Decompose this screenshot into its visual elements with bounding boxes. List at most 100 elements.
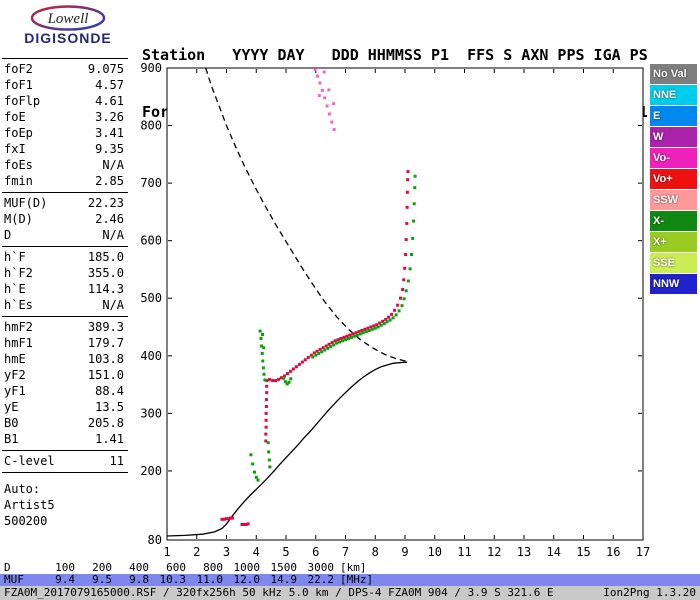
status-version: Ion2Png 1.3.20 [603, 586, 696, 599]
x-tick-label: 16 [606, 545, 620, 559]
param-row-hmf1: hmF1 179.7 [2, 335, 128, 351]
legend-item-x+: X+ [650, 232, 697, 252]
y-tick-label: 500 [140, 291, 162, 305]
param-row-mufd: MUF(D) 22.23 [2, 195, 128, 211]
param-value: 1.41 [95, 432, 124, 446]
param-row-d: D N/A [2, 227, 128, 243]
plot-area: 900 800 700 600 500 400 300 200 80 1 2 3 4 5 6 7 8 9 10 11 1… [130, 56, 650, 562]
row-value: 1500 [270, 561, 298, 574]
param-value: N/A [102, 158, 124, 172]
param-row-hes: h`Es N/A [2, 297, 128, 313]
param-value: 2.85 [95, 174, 124, 188]
param-value: N/A [102, 298, 124, 312]
param-label: foFlp [4, 94, 41, 108]
param-row-fmin: fmin 2.85 [2, 173, 128, 189]
legend-item-x-: X- [650, 211, 697, 231]
param-row-hf: h`F 185.0 [2, 249, 128, 265]
param-row-fof1: foF1 4.57 [2, 77, 128, 93]
param-value: 179.7 [87, 336, 124, 350]
x-tick-label: 2 [193, 545, 200, 559]
param-label: h`E [4, 282, 26, 296]
param-row-hmf2: hmF2 389.3 [2, 319, 128, 335]
row-label: D [4, 561, 11, 574]
param-value: 13.5 [95, 400, 124, 414]
parameter-panel: foF2 9.075 foF1 4.57 foFlp 4.61 foE 3.26 foEp 3.4… [2, 58, 128, 532]
row-value: 9.4 [55, 573, 75, 586]
param-label: h`F2 [4, 266, 33, 280]
x-tick-label: 15 [576, 545, 590, 559]
param-label: foEs [4, 158, 33, 172]
row-value: 400 [129, 561, 149, 574]
param-label: Auto: [4, 482, 41, 496]
row-value: 600 [166, 561, 186, 574]
param-label: foF2 [4, 62, 33, 76]
row-value: 1000 [233, 561, 261, 574]
param-group: foF2 9.075 foF1 4.57 foFlp 4.61 foE 3.26 foEp 3.4… [2, 59, 128, 193]
param-label: B1 [4, 432, 19, 446]
param-label: M(D) [4, 212, 33, 226]
param-label: yF2 [4, 368, 26, 382]
row-value: 9.5 [92, 573, 112, 586]
y-tick-label: 400 [140, 349, 162, 363]
param-value: 88.4 [95, 384, 124, 398]
legend-item-vo+: Vo+ [650, 169, 697, 189]
legend-item-ssw: SSW [650, 190, 697, 210]
param-value: 3.26 [95, 110, 124, 124]
param-label: h`Es [4, 298, 33, 312]
row-value: 12.0 [233, 573, 261, 586]
param-row-fof2: foF2 9.075 [2, 61, 128, 77]
y-tick-label: 600 [140, 234, 162, 248]
logo-graphic: Lowell DIGISONDE [24, 5, 111, 46]
status-bar: FZA0M_2017079165000.RSF / 320fx256h 50 k… [0, 586, 700, 600]
x-tick-label: 5 [282, 545, 289, 559]
y-tick-label: 800 [140, 119, 162, 133]
spread-echoes [313, 68, 336, 132]
x-tick-label: 1 [163, 545, 170, 559]
param-value: 2.46 [95, 212, 124, 226]
param-row-fxi: fxI 9.35 [2, 141, 128, 157]
lowell-digisonde-logo: Lowell DIGISONDE [6, 4, 134, 52]
param-label: hmF2 [4, 320, 33, 334]
legend-item-nne: NNE [650, 85, 697, 105]
y-tick-label: 80 [148, 533, 162, 547]
param-label: fmin [4, 174, 33, 188]
param-label: yE [4, 400, 19, 414]
x-tick-label: 6 [312, 545, 319, 559]
x-tick-label: 4 [253, 545, 260, 559]
param-row-500200: 500200 [2, 513, 128, 529]
row-label: MUF [4, 573, 24, 586]
param-value: 11 [109, 454, 124, 468]
direction-legend: No Val NNE E W Vo- Vo+ SSW X- X+ SSE NNW [650, 64, 697, 295]
legend-item-noval: No Val [650, 64, 697, 84]
param-label: B0 [4, 416, 19, 430]
param-row-artist5: Artist5 [2, 497, 128, 513]
modeled-topside-profile [205, 67, 408, 363]
header-line-1: Station YYYY DAY DDD HHMMSS P1 FFS S AXN… [142, 46, 648, 64]
param-label: hmF1 [4, 336, 33, 350]
param-group: C-level 11 [2, 451, 128, 473]
param-value: 205.8 [87, 416, 124, 430]
legend-item-w: W [650, 127, 697, 147]
x-tick-label: 3 [223, 545, 230, 559]
row-unit: [km] [340, 561, 367, 574]
param-group: hmF2 389.3 hmF1 179.7 hmE 103.8 yF2 151.0 yF1 88.… [2, 317, 128, 451]
distance-row: D 100 200 400 600 800 1000 1500 3000 [km] [0, 562, 700, 574]
param-row-b1: B1 1.41 [2, 431, 128, 447]
param-row-b0: B0 205.8 [2, 415, 128, 431]
row-unit: [MHz] [340, 573, 374, 586]
y-tick-label: 200 [140, 464, 162, 478]
param-row-foes: foEs N/A [2, 157, 128, 173]
plot-frame [166, 67, 644, 541]
param-group: MUF(D) 22.23 M(D) 2.46 D N/A [2, 193, 128, 247]
x-tick-label: 9 [401, 545, 408, 559]
row-value: 10.3 [159, 573, 187, 586]
row-value: 9.8 [129, 573, 149, 586]
row-value: 22.2 [307, 573, 335, 586]
param-row-ye: yE 13.5 [2, 399, 128, 415]
param-row-clevel: C-level 11 [2, 453, 128, 469]
x-tick-label: 12 [487, 545, 501, 559]
x-tick-label: 8 [372, 545, 379, 559]
param-group: h`F 185.0 h`F2 355.0 h`E 114.3 h`Es N/A [2, 247, 128, 317]
param-row-hme: hmE 103.8 [2, 351, 128, 367]
